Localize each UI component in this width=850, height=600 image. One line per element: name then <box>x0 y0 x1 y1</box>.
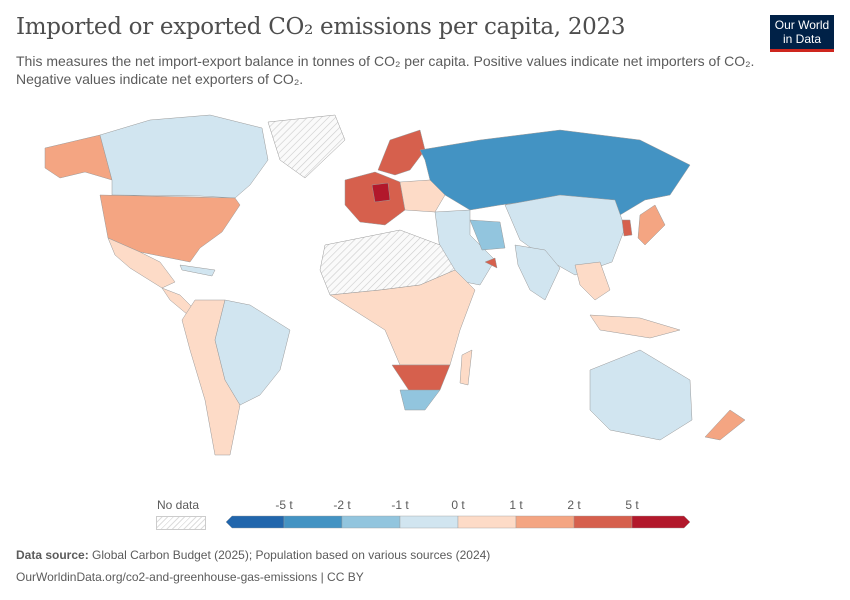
legend-tick: 0 t <box>451 498 465 512</box>
legend-bin[interactable] <box>631 515 691 529</box>
region-japan[interactable] <box>637 204 666 246</box>
legend-bin[interactable] <box>341 515 401 529</box>
region-canada[interactable] <box>99 114 269 199</box>
legend-no-data-swatch <box>156 516 206 530</box>
region-mexico[interactable] <box>107 237 176 289</box>
region-new-zealand[interactable] <box>704 409 746 441</box>
legend-bin[interactable] <box>399 515 459 529</box>
source-url-link[interactable]: OurWorldinData.org/co2-and-greenhouse-ga… <box>16 570 364 584</box>
chart-subtitle: This measures the net import-export bala… <box>16 53 755 87</box>
legend-tick: 1 t <box>509 498 523 512</box>
region-germany[interactable] <box>371 182 391 203</box>
legend-bin[interactable] <box>515 515 575 529</box>
region-caribbean[interactable] <box>179 264 216 277</box>
region-southeast-asia[interactable] <box>574 261 611 301</box>
legend-tick: 2 t <box>567 498 581 512</box>
legend-tick: -1 t <box>391 498 409 512</box>
legend-tick: -2 t <box>333 498 351 512</box>
chart-title: Imported or exported CO₂ emissions per c… <box>16 14 626 40</box>
data-source: Data source: Global Carbon Budget (2025)… <box>16 548 491 562</box>
region-eastern-europe[interactable] <box>399 179 446 213</box>
world-map[interactable] <box>0 100 850 480</box>
owid-logo[interactable]: Our World in Data <box>770 15 834 52</box>
region-south-africa[interactable] <box>399 389 441 411</box>
region-korea[interactable] <box>621 219 633 237</box>
region-india[interactable] <box>514 244 561 301</box>
region-uae[interactable] <box>484 257 498 269</box>
region-africa-central[interactable] <box>329 269 476 366</box>
region-indonesia[interactable] <box>589 314 681 339</box>
legend-bin[interactable] <box>283 515 343 529</box>
region-greenland[interactable] <box>267 114 346 179</box>
region-madagascar[interactable] <box>459 349 473 386</box>
region-australia[interactable] <box>589 349 693 441</box>
legend-tick: 5 t <box>625 498 639 512</box>
legend-bin[interactable] <box>225 515 285 529</box>
source-text: Global Carbon Budget (2025); Population … <box>92 548 491 562</box>
region-iran[interactable] <box>469 219 506 251</box>
legend-tick: -5 t <box>275 498 293 512</box>
region-brazil[interactable] <box>214 299 291 406</box>
region-china[interactable] <box>504 194 626 276</box>
legend-bin[interactable] <box>457 515 517 529</box>
legend-bin[interactable] <box>573 515 633 529</box>
legend-no-data-label: No data <box>157 498 200 512</box>
